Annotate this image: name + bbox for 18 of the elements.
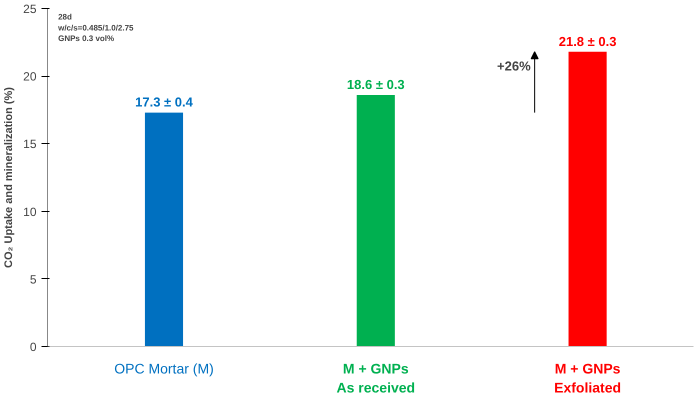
data-label: 21.8 ± 0.3 [558, 34, 616, 49]
y-tick-label: 0 [30, 340, 37, 354]
y-tick-label: 25 [23, 2, 37, 16]
y-tick-label: 5 [30, 272, 37, 286]
y-tick-label: 15 [23, 137, 37, 152]
data-label: 18.6 ± 0.3 [346, 77, 405, 92]
annotation: 28d w/c/s=0.485/1.0/2.75 GNPs 0.3 vol% [57, 12, 134, 44]
x-tick-label: M + GNPs Exfoliated [554, 360, 622, 396]
y-tick-label: 10 [23, 204, 37, 219]
x-tick-label: OPC Mortar (M) [114, 360, 214, 376]
y-axis-title: CO₂ Uptake and mineralization (%) [3, 86, 16, 268]
bar [568, 52, 607, 346]
x-tick-label: M + GNPs As received [336, 360, 416, 396]
bar [144, 112, 184, 346]
data-label: 17.3 ± 0.4 [135, 94, 194, 110]
annotation: +26% [497, 58, 532, 74]
bar [356, 95, 395, 346]
y-tick-label: 20 [23, 70, 37, 84]
